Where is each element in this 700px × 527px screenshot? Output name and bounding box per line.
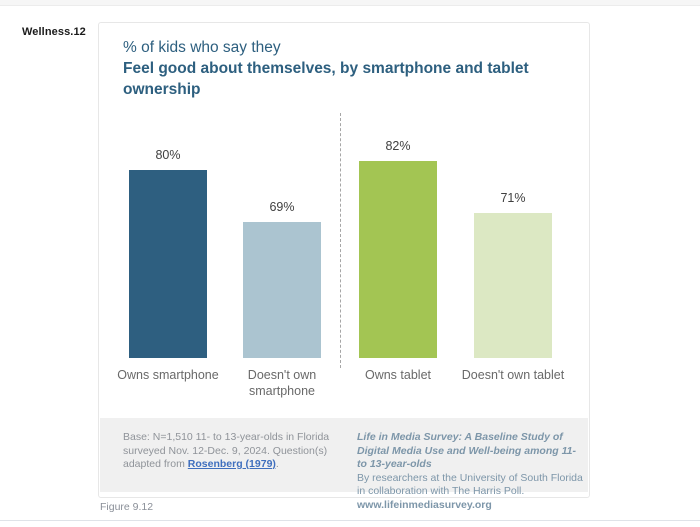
group-divider-dashed-line <box>340 113 341 368</box>
rosenberg-link[interactable]: Rosenberg (1979) <box>187 458 276 470</box>
bar-doesn-t-own-tablet <box>474 213 552 358</box>
source-attribution: Life in Media Survey: A Baseline Study o… <box>357 431 585 512</box>
bar-value-label: 80% <box>155 148 181 162</box>
chart-card: % of kids who say they Feel good about t… <box>98 22 590 511</box>
page-bottom-divider <box>0 520 700 521</box>
figure-caption: Figure 9.12 <box>100 501 154 513</box>
source-line2: in collaboration with The Harris Poll. <box>357 485 525 497</box>
chart-title: % of kids who say they Feel good about t… <box>123 37 573 100</box>
bar-value-label: 82% <box>385 139 411 153</box>
category-label: Doesn't own smartphone <box>247 368 317 398</box>
chart-title-prefix: % of kids who say they <box>123 39 281 56</box>
page-top-strip <box>0 0 700 6</box>
source-line1: By researchers at the University of Sout… <box>357 471 583 484</box>
base-footnote-text: Base: N=1,510 11- to 13-year-olds in Flo… <box>123 431 330 470</box>
slide-label: Wellness.12 <box>22 26 86 38</box>
bar-chart-plot: 80% Owns smartphone 69% Doesn't own smartph… <box>99 23 589 497</box>
footnote-box: Base: N=1,510 11- to 13-year-olds in Flo… <box>100 418 588 511</box>
chart-title-main: Feel good about themselves, by smartphon… <box>123 60 529 98</box>
category-label: Owns smartphone <box>117 368 219 382</box>
bar-value-label: 71% <box>500 191 526 205</box>
base-footnote: Base: N=1,510 11- to 13-year-olds in Flo… <box>123 431 341 472</box>
source-website: www.lifeinmediasurvey.org <box>357 498 492 511</box>
category-label: Owns tablet <box>364 368 431 382</box>
bar-owns-tablet <box>359 161 437 358</box>
base-footnote-period: . <box>275 458 279 470</box>
category-label: Doesn't own tablet <box>461 368 565 382</box>
bar-owns-smartphone <box>129 170 207 358</box>
bar-doesn-t-own-smartphone <box>243 222 321 358</box>
bar-value-label: 69% <box>269 200 295 214</box>
source-title: Life in Media Survey: A Baseline Study o… <box>357 431 576 470</box>
